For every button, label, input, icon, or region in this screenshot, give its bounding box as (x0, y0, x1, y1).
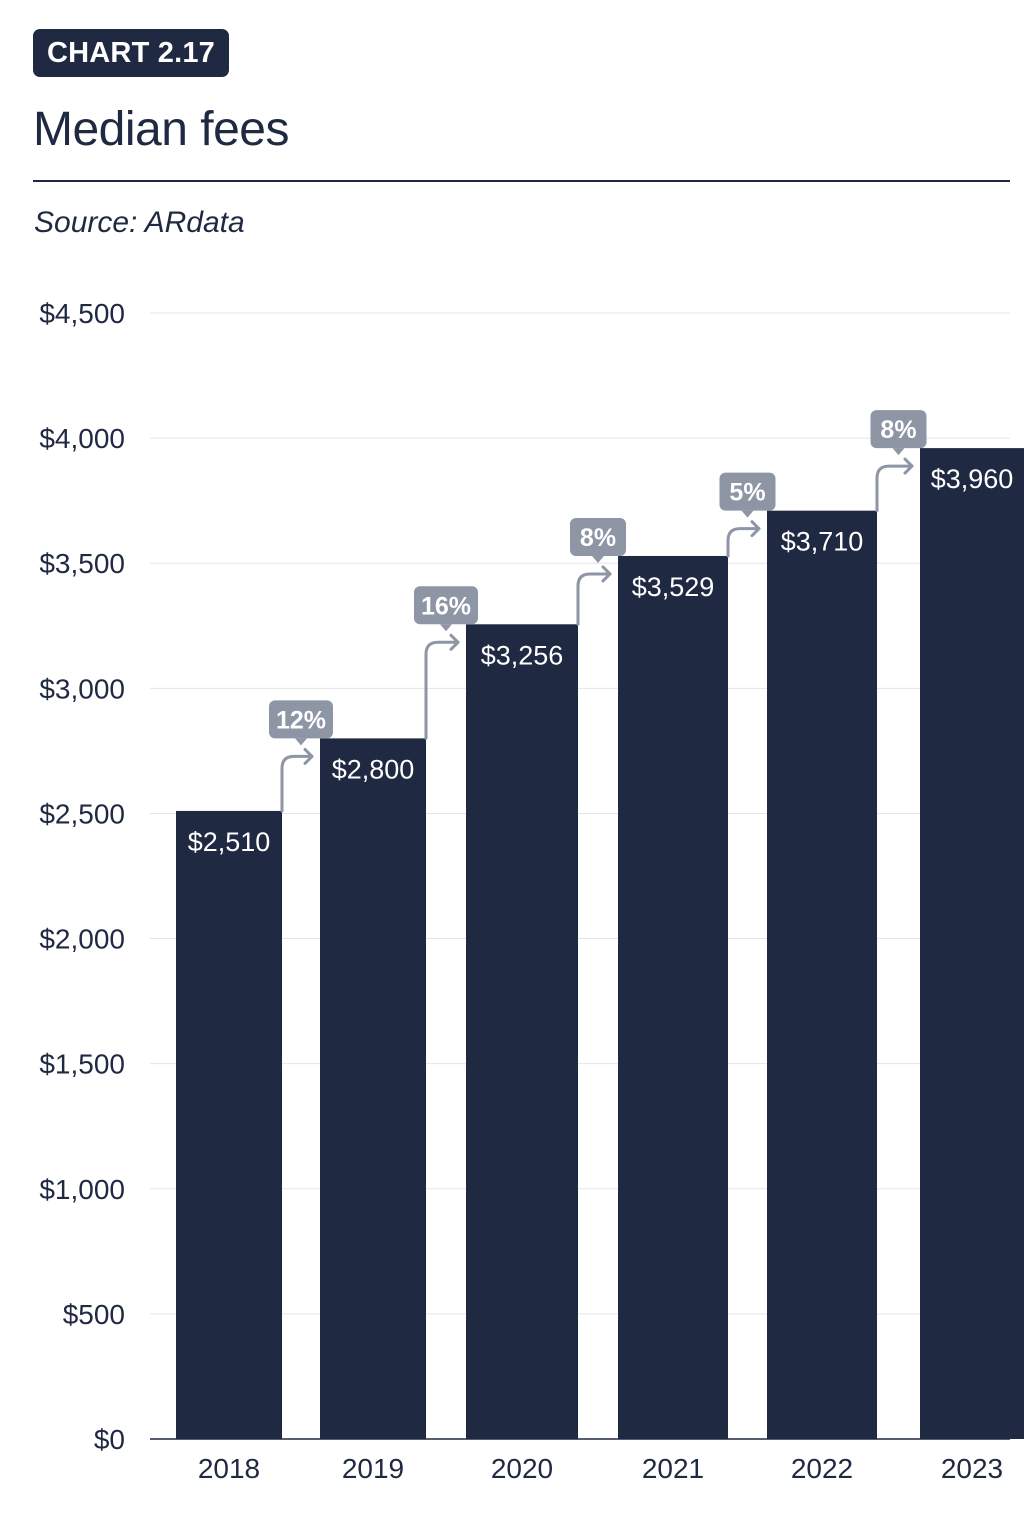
growth-arrow (875, 464, 914, 513)
growth-arrow (424, 640, 460, 740)
bar-2023 (920, 448, 1024, 1439)
title-divider (33, 180, 1010, 182)
growth-badge-pointer (592, 555, 604, 563)
bar-2020 (466, 624, 578, 1439)
growth-badge (719, 472, 776, 511)
bar-value-label: $2,510 (188, 827, 271, 857)
growth-label: 8% (880, 416, 916, 444)
bar-value-label: $3,529 (632, 572, 715, 602)
growth-arrowhead (303, 747, 314, 765)
y-tick-label: $1,500 (39, 1049, 125, 1080)
y-tick-label: $0 (94, 1424, 125, 1455)
y-tick-label: $3,000 (39, 673, 125, 704)
y-tick-label: $2,000 (39, 924, 125, 955)
x-tick-label: 2023 (941, 1453, 1003, 1484)
y-tick-label: $3,500 (39, 548, 125, 579)
growth-arrow (280, 754, 314, 813)
source-note: Source: ARdata (34, 206, 245, 239)
growth-badge (870, 410, 927, 449)
bar-value-label: $2,800 (332, 754, 415, 784)
growth-label: 8% (580, 524, 616, 552)
bar-value-label: $3,256 (481, 640, 564, 670)
growth-badge-pointer (440, 624, 452, 632)
growth-arrowhead (449, 633, 460, 651)
growth-badge-pointer (892, 448, 905, 456)
growth-arrow (576, 572, 612, 626)
chart-title: Median fees (33, 103, 290, 156)
growth-badge-pointer (741, 510, 754, 518)
chart-number-badge: CHART 2.17 (33, 29, 229, 77)
growth-arrowhead (601, 565, 612, 583)
growth-badge (269, 700, 333, 739)
growth-badge (570, 517, 626, 556)
y-tick-label: $500 (63, 1299, 125, 1330)
growth-arrowhead (750, 520, 761, 538)
bar-2019 (320, 738, 426, 1439)
growth-label: 12% (276, 706, 326, 734)
bar-value-label: $3,710 (781, 527, 864, 557)
growth-arrow (726, 527, 761, 558)
bar-2018 (176, 810, 282, 1439)
y-axis-ticks: $0 $500 $1,000 $1,500 $2,000 $2,500 $3,000 $3,5… (39, 298, 125, 1455)
growth-arrows: 12% 16% 8% 5% 8% (269, 410, 927, 813)
x-tick-label: 2018 (198, 1453, 260, 1484)
x-axis-ticks: 2018 2019 2020 2021 2022 2023 (198, 1453, 1003, 1484)
growth-label: 5% (729, 479, 765, 507)
growth-arrowhead (903, 457, 914, 475)
bar-value-label: $3,960 (931, 464, 1014, 494)
y-tick-label: $4,000 (39, 423, 125, 454)
bar-2021 (618, 555, 728, 1439)
y-tick-label: $1,000 (39, 1174, 125, 1205)
growth-badge-pointer (295, 738, 307, 746)
y-tick-label: $2,500 (39, 798, 125, 829)
growth-badge (414, 586, 478, 625)
x-tick-label: 2020 (491, 1453, 553, 1484)
y-tick-label: $4,500 (39, 298, 125, 329)
bar-2022 (767, 510, 877, 1440)
x-tick-label: 2021 (642, 1453, 704, 1484)
growth-label: 16% (421, 592, 471, 620)
bars: $2,510 $2,800 $3,256 $3,529 $3,710 $3,960 (176, 448, 1024, 1440)
x-tick-label: 2022 (791, 1453, 853, 1484)
x-tick-label: 2019 (342, 1453, 404, 1484)
